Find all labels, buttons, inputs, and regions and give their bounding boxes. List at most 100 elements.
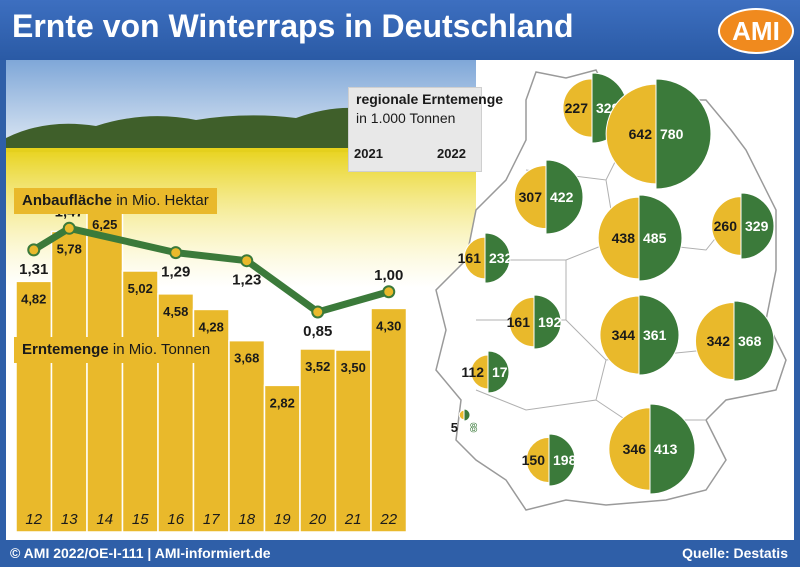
bar-13	[50, 230, 88, 533]
pie-value-2021: 344	[612, 327, 636, 343]
bar-category-label: 14	[96, 511, 113, 528]
anbauflaeche-title: Anbaufläche	[22, 192, 113, 209]
bar-category-label: 21	[344, 511, 362, 528]
erntemenge-unit: in Mio. Tonnen	[112, 341, 211, 358]
bar-16	[157, 293, 195, 533]
pie-value-2021: 227	[565, 100, 589, 116]
line-point-22	[382, 285, 396, 299]
pie-half-2022	[638, 294, 680, 376]
pie-half-2021	[525, 436, 550, 484]
line-value-label: 1,29	[161, 264, 190, 281]
legend-year-2021: 2021	[354, 146, 383, 161]
pie-half-2021	[463, 236, 486, 280]
bar-value-label: 2,82	[270, 395, 295, 410]
footer-bar: © AMI 2022/OE-I-111 | AMI-informiert.de …	[0, 540, 800, 567]
bar-20	[299, 348, 337, 533]
pie-half-2021	[470, 354, 489, 390]
footer-credit: © AMI 2022/OE-I-111 | AMI-informiert.de	[10, 545, 271, 561]
line-value-label: 0,85	[303, 323, 332, 340]
area-line-series	[30, 224, 393, 316]
pie-half-2022	[638, 194, 683, 282]
pie-half-2022	[463, 408, 471, 422]
pie-value-2022: 232	[489, 250, 513, 266]
header-bar: Ernte von Winterraps in Deutschland AMI	[0, 0, 800, 60]
pie-value-2021: 307	[519, 189, 543, 205]
pie-half-2021	[695, 301, 735, 381]
bar-category-label: 19	[274, 511, 291, 528]
chart-canvas: 4,82 12 5,78 13 6,25 14 5,02 15 4,58 16 4,28 17 3,68…	[6, 60, 787, 533]
pie-half-2022	[649, 403, 696, 495]
pie-value-2022: 361	[643, 327, 667, 343]
pie-value-2022: 192	[538, 314, 562, 330]
pie-value-2022: 198	[553, 452, 577, 468]
line-value-label: 1,31	[19, 261, 48, 278]
bar-value-label: 4,30	[376, 318, 401, 333]
pie-value-2022: 422	[550, 189, 574, 205]
bar-18	[228, 339, 266, 533]
anbauflaeche-label: Anbaufläche in Mio. Hektar	[14, 188, 217, 214]
pie-half-2022	[740, 192, 775, 260]
footer-source: Quelle: Destatis	[682, 545, 788, 561]
pie-half-2022	[655, 78, 712, 190]
pie-half-2022	[548, 433, 576, 487]
bar-15	[121, 270, 159, 533]
bar-category-label: 20	[308, 511, 326, 528]
line-value-label: 1,00	[374, 267, 403, 284]
bar-value-label: 5,78	[57, 241, 82, 256]
pie-half-2022	[484, 232, 511, 284]
bar-21	[334, 349, 372, 533]
pie-half-2021	[599, 295, 640, 375]
line-point-13	[62, 221, 76, 235]
pie-value-2021: 5	[451, 420, 458, 435]
bar-value-label: 4,82	[21, 291, 46, 306]
bar-category-label: 15	[132, 511, 149, 528]
pie-value-2022: 780	[660, 126, 684, 142]
anbauflaeche-unit: in Mio. Hektar	[116, 192, 209, 209]
pie-value-2022: 8	[470, 420, 477, 435]
bar-value-label: 3,52	[305, 359, 330, 374]
bar-12	[15, 280, 53, 533]
ami-logo: AMI	[718, 8, 794, 54]
legend-box	[348, 87, 482, 172]
bar-value-label: 4,28	[199, 319, 224, 334]
line-point-16	[169, 246, 183, 260]
pie-half-2022	[533, 294, 562, 350]
bar-category-label: 12	[25, 511, 42, 528]
pie-half-2021	[514, 164, 547, 230]
line-point-12	[27, 243, 41, 257]
pie-half-2021	[608, 407, 651, 491]
bar-14	[86, 206, 124, 533]
pie-value-2022: 329	[745, 218, 769, 234]
pie-value-2021: 438	[612, 230, 636, 246]
bar-value-label: 3,68	[234, 351, 259, 366]
bar-value-label: 4,58	[163, 304, 188, 319]
pie-value-2021: 112	[461, 364, 484, 380]
erntemenge-label: Erntemenge in Mio. Tonnen	[14, 337, 219, 363]
legend-unit: in 1.000 Tonnen	[356, 110, 456, 126]
pie-value-2021: 150	[522, 452, 546, 468]
pie-value-2022: 171	[492, 364, 516, 380]
pie-half-2021	[597, 196, 640, 280]
bar-22	[370, 307, 408, 533]
legend-title: regionale Erntemenge	[356, 91, 504, 107]
bar-value-label: 3,50	[341, 360, 366, 375]
bar-category-label: 22	[379, 511, 397, 528]
line-point-20	[311, 305, 325, 319]
pie-half-2022	[733, 300, 775, 382]
bar-category-label: 17	[203, 511, 220, 528]
pie-half-2021	[562, 78, 593, 138]
pie-value-2021: 161	[507, 314, 531, 330]
line-point-18	[240, 254, 254, 268]
bar-value-label: 5,02	[128, 281, 153, 296]
bar-category-label: 18	[238, 511, 255, 528]
pie-value-2021: 642	[629, 126, 653, 142]
pie-value-2021: 346	[623, 441, 647, 457]
page-title: Ernte von Winterraps in Deutschland	[12, 8, 574, 44]
line-value-label: 1,23	[232, 272, 261, 289]
pie-value-2021: 260	[714, 218, 738, 234]
pie-half-2022	[545, 159, 584, 235]
pie-value-2021: 342	[707, 333, 731, 349]
bar-category-label: 16	[167, 511, 184, 528]
pie-half-2022	[487, 350, 510, 394]
pie-half-2021	[711, 196, 742, 256]
